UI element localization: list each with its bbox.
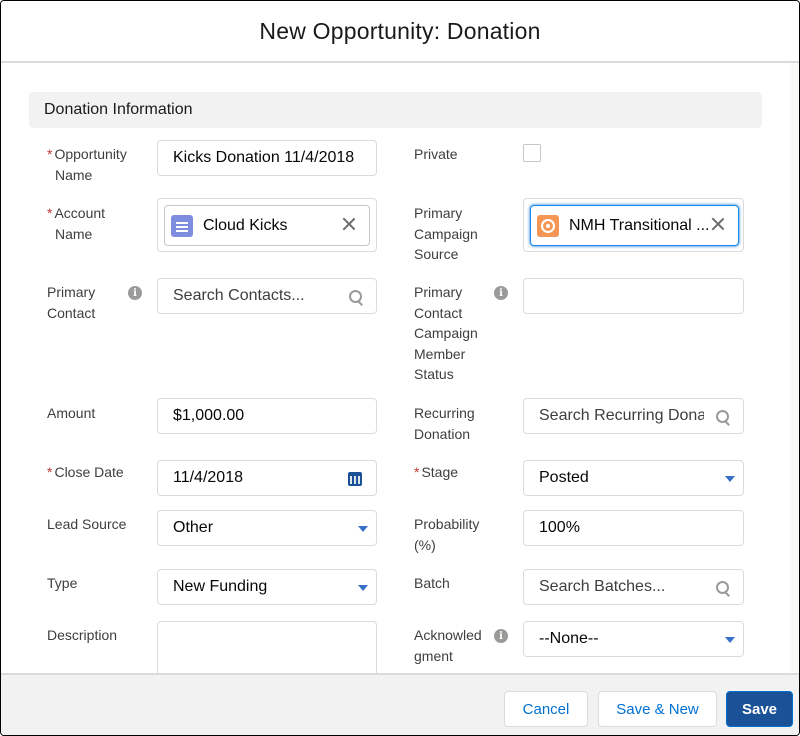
label-text: Account <box>54 205 106 221</box>
amount-input[interactable]: $1,000.00 <box>157 398 377 434</box>
input-value: Kicks Donation 11/4/2018 <box>173 149 355 166</box>
chevron-down-icon <box>725 476 735 482</box>
account-name-label: * Account Name <box>47 203 105 244</box>
description-textarea[interactable] <box>157 621 377 673</box>
amount-label: Amount <box>47 405 96 421</box>
label-text: Campaign <box>414 325 478 341</box>
account-name-lookup: Cloud Kicks <box>157 198 377 252</box>
input-value: 11/4/2018 <box>173 469 243 486</box>
close-date-input[interactable]: 11/4/2018 <box>157 460 377 496</box>
batch-label: Batch <box>414 575 450 591</box>
label-text: Stage <box>421 464 459 480</box>
pill-label: Cloud Kicks <box>203 216 288 234</box>
primary-contact-search-input[interactable]: Search Contacts... <box>157 278 377 314</box>
input-placeholder: Search Contacts... <box>173 287 305 304</box>
primary-campaign-pill[interactable]: NMH Transitional ... <box>530 205 739 246</box>
probability-input[interactable]: 100% <box>523 510 744 546</box>
recurring-donation-search-input[interactable]: Search Recurring Donat <box>523 398 744 434</box>
required-marker: * <box>414 464 420 480</box>
save-button[interactable]: Save <box>726 691 793 727</box>
input-placeholder: Search Batches... <box>539 578 666 595</box>
required-marker: * <box>47 146 53 162</box>
modal-footer: Cancel Save & New Save <box>1 673 799 735</box>
pill-label: NMH Transitional ... <box>569 216 709 234</box>
scrollbar[interactable] <box>790 63 799 673</box>
search-icon <box>715 409 731 425</box>
label-text: Name <box>55 166 93 183</box>
label-text: Contact <box>47 304 96 321</box>
label-text: Donation <box>414 425 471 442</box>
label-text: (%) <box>414 536 436 553</box>
account-icon <box>171 214 193 237</box>
label-text: Member <box>414 345 466 362</box>
stage-select[interactable]: Posted <box>523 460 744 496</box>
info-icon[interactable]: i <box>128 286 142 300</box>
modal-header: New Opportunity: Donation <box>1 1 799 63</box>
recurring-donation-label: Recurring Donation <box>414 403 475 444</box>
account-name-pill[interactable]: Cloud Kicks <box>164 205 370 246</box>
select-value: Other <box>173 519 214 536</box>
label-text: Close Date <box>54 464 124 480</box>
batch-search-input[interactable]: Search Batches... <box>523 569 744 605</box>
search-icon <box>348 289 364 305</box>
modal-title: New Opportunity: Donation <box>259 17 541 44</box>
input-value: 100% <box>539 519 580 536</box>
label-text: Status <box>414 366 454 382</box>
info-icon[interactable]: i <box>494 286 508 300</box>
label-text: Recurring <box>414 405 475 421</box>
acknowledgment-label: Acknowled gment <box>414 625 482 666</box>
private-label: Private <box>414 146 458 162</box>
section-header-donation-information[interactable]: Donation Information <box>29 92 762 128</box>
label-text: Name <box>55 225 93 242</box>
required-marker: * <box>47 205 53 221</box>
cancel-button[interactable]: Cancel <box>504 691 588 727</box>
primary-contact-campaign-member-status-label: Primary Contact Campaign Member Status <box>414 282 478 385</box>
calendar-icon[interactable] <box>348 472 362 486</box>
private-checkbox[interactable] <box>523 144 541 162</box>
label-text: Opportunity <box>54 146 127 162</box>
primary-campaign-source-label: Primary Campaign Source <box>414 203 478 265</box>
acknowledgment-select[interactable]: --None-- <box>523 621 744 657</box>
primary-contact-campaign-member-status-input[interactable] <box>523 278 744 314</box>
probability-label: Probability (%) <box>414 514 479 555</box>
remove-campaign-icon[interactable] <box>711 217 724 230</box>
label-text: Primary <box>47 284 96 300</box>
primary-campaign-source-lookup: NMH Transitional ... <box>523 198 744 252</box>
modal-body[interactable]: Donation Information * Opportunity Name K… <box>1 63 799 673</box>
label-text: Primary <box>414 284 463 300</box>
section-title: Donation Information <box>44 101 193 118</box>
campaign-icon <box>537 214 559 237</box>
label-text: Probability <box>414 516 480 532</box>
type-select[interactable]: New Funding <box>157 569 377 605</box>
label-text: Contact <box>414 304 463 321</box>
info-icon[interactable]: i <box>494 629 508 643</box>
input-value: $1,000.00 <box>173 407 245 424</box>
select-value: --None-- <box>539 630 599 647</box>
chevron-down-icon <box>358 526 368 532</box>
save-and-new-button[interactable]: Save & New <box>598 691 717 727</box>
opportunity-name-input[interactable]: Kicks Donation 11/4/2018 <box>157 140 377 176</box>
select-value: New Funding <box>173 578 268 595</box>
chevron-down-icon <box>358 585 368 591</box>
label-text: Campaign <box>414 225 478 242</box>
label-text: Primary <box>414 205 463 221</box>
label-text: Source <box>414 246 459 262</box>
stage-label: * Stage <box>414 462 458 483</box>
select-value: Posted <box>539 469 589 486</box>
lead-source-select[interactable]: Other <box>157 510 377 546</box>
label-text: Acknowled <box>414 627 482 643</box>
search-icon <box>715 580 731 596</box>
remove-account-icon[interactable] <box>342 217 355 230</box>
required-marker: * <box>47 464 53 480</box>
input-placeholder: Search Recurring Donat <box>539 407 704 424</box>
label-text: gment <box>414 647 453 664</box>
type-label: Type <box>47 575 78 591</box>
description-label: Description <box>47 627 118 643</box>
chevron-down-icon <box>725 637 735 643</box>
close-date-label: * Close Date <box>47 462 124 483</box>
primary-contact-label: Primary Contact <box>47 282 95 323</box>
lead-source-label: Lead Source <box>47 516 127 532</box>
opportunity-name-label: * Opportunity Name <box>47 144 127 185</box>
